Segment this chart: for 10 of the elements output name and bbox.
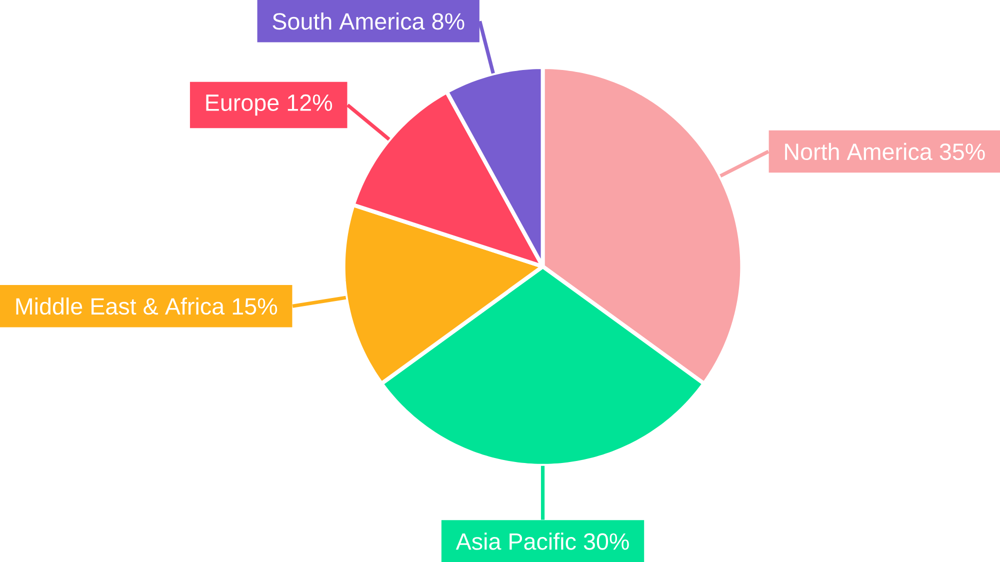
data-label: 12% bbox=[288, 94, 332, 111]
slice-label: South America bbox=[272, 12, 425, 30]
slice-label: Europe bbox=[206, 94, 279, 116]
slice-label: North America bbox=[785, 142, 932, 160]
slice-label: Asia Pacific bbox=[456, 532, 576, 550]
data-label: 35% bbox=[940, 143, 985, 160]
data-label: 30% bbox=[584, 533, 629, 550]
slice-label: Middle East & Africa bbox=[16, 297, 225, 314]
data-label: 15% bbox=[232, 298, 278, 314]
data-label: 8% bbox=[432, 12, 464, 30]
